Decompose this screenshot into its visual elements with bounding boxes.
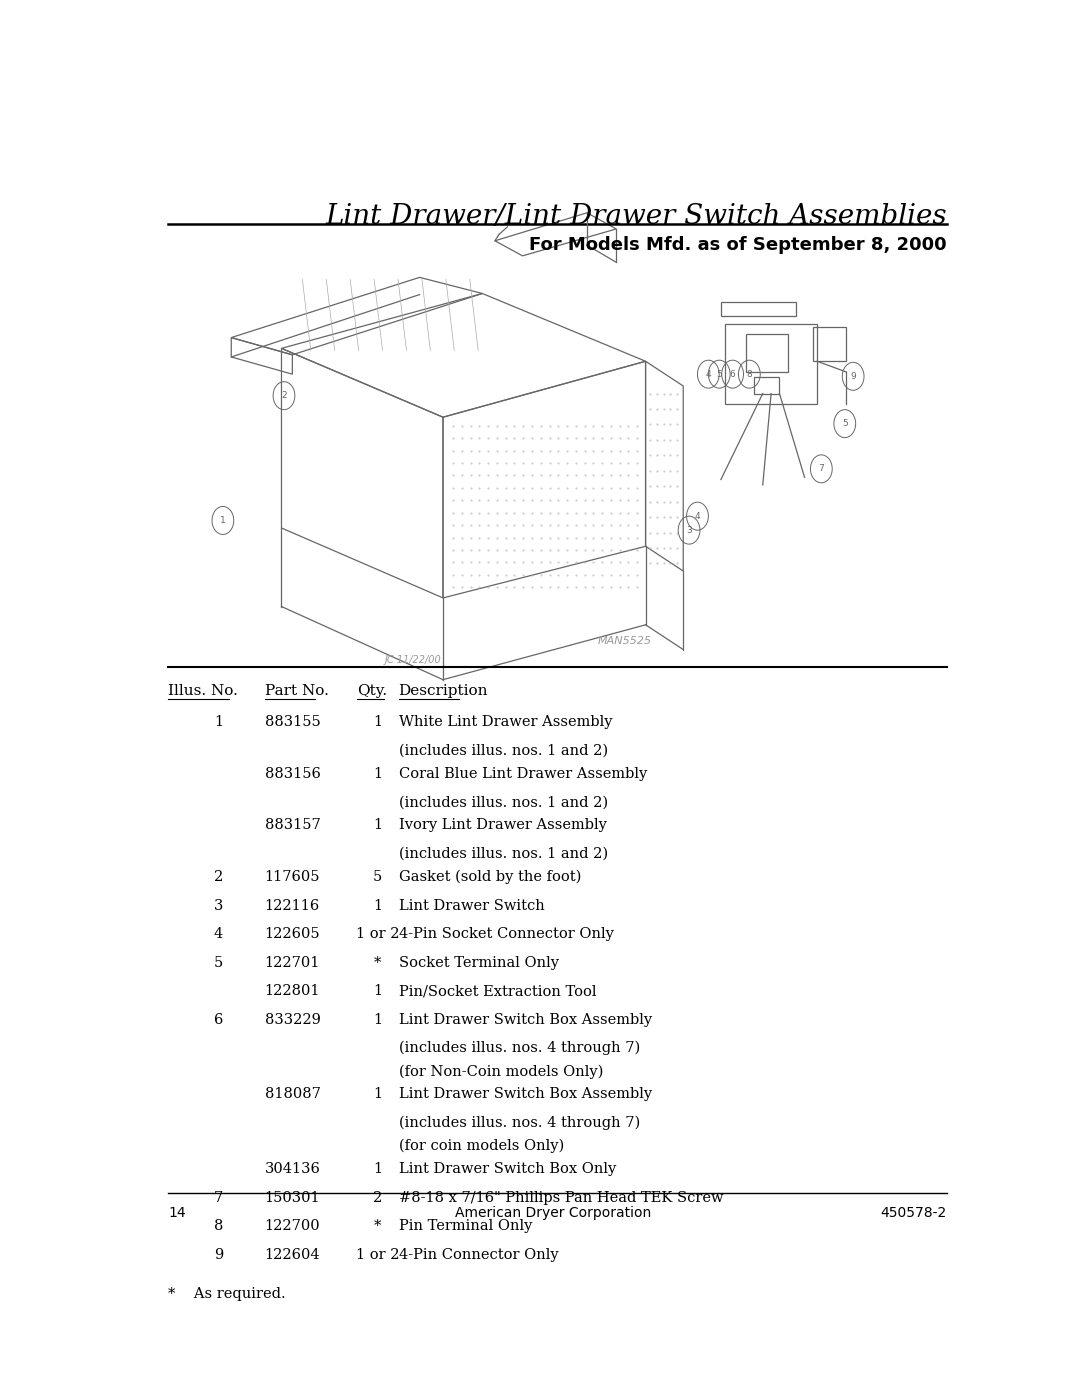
Text: (includes illus. nos. 4 through 7): (includes illus. nos. 4 through 7) (399, 1116, 640, 1130)
Text: 117605: 117605 (265, 870, 321, 884)
Text: Lint Drawer Switch Box Assembly: Lint Drawer Switch Box Assembly (399, 1013, 652, 1027)
Text: 7: 7 (819, 464, 824, 474)
Text: 8: 8 (746, 370, 753, 379)
Text: 5: 5 (373, 870, 382, 884)
Text: Coral Blue Lint Drawer Assembly: Coral Blue Lint Drawer Assembly (399, 767, 647, 781)
Text: 3: 3 (686, 525, 692, 535)
Text: 1: 1 (374, 983, 382, 997)
Text: 4: 4 (705, 370, 711, 379)
Text: White Lint Drawer Assembly: White Lint Drawer Assembly (399, 715, 612, 729)
Text: Pin/Socket Extraction Tool: Pin/Socket Extraction Tool (399, 983, 596, 997)
Text: 818087: 818087 (265, 1087, 321, 1101)
Text: Illus. No.: Illus. No. (168, 685, 239, 698)
Text: 304136: 304136 (265, 1162, 321, 1176)
Text: Lint Drawer Switch Box Only: Lint Drawer Switch Box Only (399, 1162, 616, 1176)
Text: 1: 1 (374, 1162, 382, 1176)
Text: 1: 1 (374, 1087, 382, 1101)
Text: 8: 8 (214, 1220, 222, 1234)
Text: JC 11/22/00: JC 11/22/00 (384, 655, 441, 665)
Text: 1: 1 (374, 767, 382, 781)
Text: 1 or 2: 1 or 2 (356, 928, 400, 942)
Text: 833229: 833229 (265, 1013, 321, 1027)
Text: 450578-2: 450578-2 (880, 1206, 947, 1220)
Text: 122700: 122700 (265, 1220, 321, 1234)
Text: 5: 5 (214, 956, 222, 970)
Text: 1: 1 (220, 515, 226, 525)
Text: 1: 1 (214, 715, 222, 729)
Text: 122701: 122701 (265, 956, 320, 970)
Text: (includes illus. nos. 1 and 2): (includes illus. nos. 1 and 2) (399, 847, 608, 861)
Text: (for coin models Only): (for coin models Only) (399, 1139, 564, 1154)
Text: Lint Drawer Switch Box Assembly: Lint Drawer Switch Box Assembly (399, 1087, 652, 1101)
Text: 14: 14 (168, 1206, 186, 1220)
Text: (includes illus. nos. 4 through 7): (includes illus. nos. 4 through 7) (399, 1041, 640, 1056)
Text: 6: 6 (214, 1013, 222, 1027)
Text: (includes illus. nos. 1 and 2): (includes illus. nos. 1 and 2) (399, 795, 608, 809)
Text: 883156: 883156 (265, 767, 321, 781)
Text: 1 or 2: 1 or 2 (356, 1248, 400, 1261)
Text: 6: 6 (730, 370, 735, 379)
Text: 9: 9 (214, 1248, 222, 1261)
Text: 1: 1 (374, 898, 382, 912)
Text: Socket Terminal Only: Socket Terminal Only (399, 956, 558, 970)
Text: 1: 1 (374, 1013, 382, 1027)
Text: 7: 7 (214, 1190, 222, 1204)
Text: 3: 3 (214, 898, 222, 912)
Text: For Models Mfd. as of September 8, 2000: For Models Mfd. as of September 8, 2000 (529, 236, 947, 254)
Text: 2: 2 (214, 870, 222, 884)
Text: 122605: 122605 (265, 928, 321, 942)
Text: 1: 1 (374, 819, 382, 833)
Text: Lint Drawer/Lint Drawer Switch Assemblies: Lint Drawer/Lint Drawer Switch Assemblie… (325, 203, 947, 231)
Text: MAN5525: MAN5525 (598, 636, 652, 645)
Text: Gasket (sold by the foot): Gasket (sold by the foot) (399, 870, 581, 884)
Text: #8-18 x 7/16" Phillips Pan Head TEK Screw: #8-18 x 7/16" Phillips Pan Head TEK Scre… (399, 1190, 724, 1204)
Text: 2: 2 (373, 1190, 382, 1204)
Text: 5: 5 (716, 370, 723, 379)
Text: (for Non-Coin models Only): (for Non-Coin models Only) (399, 1065, 603, 1078)
Text: *: * (374, 1220, 381, 1234)
Text: 122116: 122116 (265, 898, 320, 912)
Text: Pin Terminal Only: Pin Terminal Only (399, 1220, 532, 1234)
Text: American Dryer Corporation: American Dryer Corporation (456, 1206, 651, 1220)
Text: 1: 1 (374, 715, 382, 729)
Text: 4-Pin Connector Only: 4-Pin Connector Only (399, 1248, 558, 1261)
Text: 4-Pin Socket Connector Only: 4-Pin Socket Connector Only (399, 928, 613, 942)
Text: 4: 4 (694, 511, 700, 521)
Text: 150301: 150301 (265, 1190, 321, 1204)
Text: 9: 9 (850, 372, 856, 381)
Text: *    As required.: * As required. (168, 1287, 286, 1301)
Text: 4: 4 (214, 928, 222, 942)
Text: 122604: 122604 (265, 1248, 321, 1261)
Text: 883155: 883155 (265, 715, 321, 729)
Text: 5: 5 (842, 419, 848, 427)
Text: 883157: 883157 (265, 819, 321, 833)
Text: Qty.: Qty. (356, 685, 387, 698)
Text: Lint Drawer Switch: Lint Drawer Switch (399, 898, 544, 912)
Text: Ivory Lint Drawer Assembly: Ivory Lint Drawer Assembly (399, 819, 607, 833)
Text: 122801: 122801 (265, 983, 321, 997)
Text: (includes illus. nos. 1 and 2): (includes illus. nos. 1 and 2) (399, 743, 608, 757)
Text: 2: 2 (281, 391, 287, 400)
Text: Description: Description (399, 685, 488, 698)
Text: Part No.: Part No. (265, 685, 328, 698)
Text: *: * (374, 956, 381, 970)
